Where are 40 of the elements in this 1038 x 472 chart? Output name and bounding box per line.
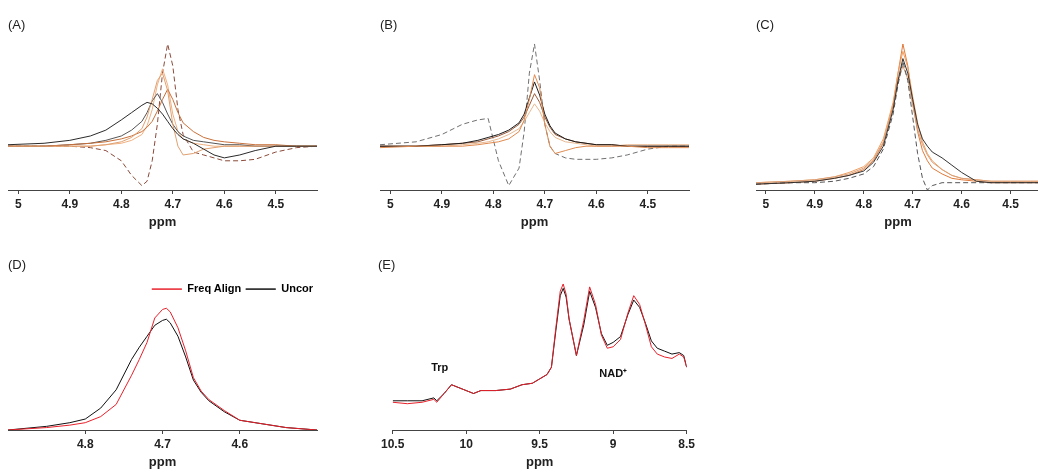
x-tick-label: 4.6 bbox=[953, 196, 971, 211]
x-tick-label: 4.9 bbox=[61, 196, 79, 211]
x-tick-label: 10.5 bbox=[381, 436, 405, 451]
x-axis-title: ppm bbox=[884, 213, 912, 229]
x-tick-label: 4.5 bbox=[267, 196, 285, 211]
x-tick-label: 4.6 bbox=[215, 196, 233, 211]
x-tick-label: 4.9 bbox=[433, 196, 451, 211]
x-tick-label: 4.8 bbox=[112, 196, 130, 211]
x-tick-label: 4.6 bbox=[231, 436, 249, 451]
x-axis-title: ppm bbox=[520, 213, 549, 229]
x-tick-label: 4.7 bbox=[154, 436, 172, 451]
x-tick-label: 4.7 bbox=[164, 196, 182, 211]
x-tick-label: 9.5 bbox=[531, 436, 549, 451]
legend-label: Freq Align bbox=[187, 282, 242, 295]
x-tick-label: 4.9 bbox=[806, 196, 824, 211]
annotation: NAD⁺ bbox=[599, 367, 628, 380]
x-tick-label: 9 bbox=[609, 436, 617, 451]
x-tick-label: 5 bbox=[386, 196, 394, 211]
chart-title: (B) bbox=[380, 17, 398, 33]
chart-title: (A) bbox=[8, 17, 26, 33]
x-axis-title: ppm bbox=[148, 453, 177, 469]
x-axis-title: ppm bbox=[525, 453, 554, 469]
x-tick-label: 4.8 bbox=[484, 196, 502, 211]
chart-title: (E) bbox=[378, 257, 396, 273]
x-tick-label: 4.8 bbox=[76, 436, 94, 451]
x-axis-title: ppm bbox=[148, 213, 177, 229]
x-tick-label: 4.7 bbox=[536, 196, 554, 211]
x-tick-label: 4.6 bbox=[587, 196, 605, 211]
x-tick-label: 5 bbox=[14, 196, 22, 211]
x-tick-label: 4.7 bbox=[904, 196, 922, 211]
chart-title: (D) bbox=[8, 257, 27, 273]
x-tick-label: 5 bbox=[762, 196, 770, 211]
x-tick-label: 10 bbox=[459, 436, 474, 451]
x-tick-label: 8.5 bbox=[678, 436, 696, 451]
legend-label: Uncor bbox=[281, 282, 314, 295]
annotation: Trp bbox=[431, 360, 449, 373]
x-tick-label: 4.5 bbox=[1002, 196, 1020, 211]
x-tick-label: 4.8 bbox=[855, 196, 873, 211]
chart-title: (C) bbox=[756, 17, 775, 33]
x-tick-label: 4.5 bbox=[639, 196, 657, 211]
